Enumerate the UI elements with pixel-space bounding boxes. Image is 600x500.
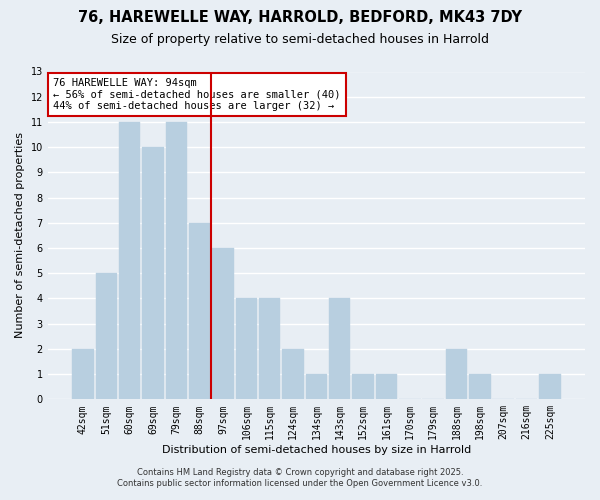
Bar (142, 147, 164, 400)
Bar (72, 349, 94, 400)
Bar (469, 374, 491, 400)
Bar (329, 298, 350, 400)
Bar (352, 374, 374, 400)
Bar (212, 248, 234, 400)
Bar (119, 122, 140, 400)
Bar (305, 374, 327, 400)
Bar (259, 298, 280, 400)
Bar (166, 122, 187, 400)
Bar (539, 374, 560, 400)
Bar (283, 349, 304, 400)
Y-axis label: Number of semi-detached properties: Number of semi-detached properties (15, 132, 25, 338)
Bar (376, 374, 397, 400)
Text: 76 HAREWELLE WAY: 94sqm
← 56% of semi-detached houses are smaller (40)
44% of se: 76 HAREWELLE WAY: 94sqm ← 56% of semi-de… (53, 78, 341, 112)
Bar (446, 349, 467, 400)
Bar (95, 273, 117, 400)
Bar (189, 223, 211, 400)
Text: 76, HAREWELLE WAY, HARROLD, BEDFORD, MK43 7DY: 76, HAREWELLE WAY, HARROLD, BEDFORD, MK4… (78, 10, 522, 25)
Text: Size of property relative to semi-detached houses in Harrold: Size of property relative to semi-detach… (111, 32, 489, 46)
Text: Contains HM Land Registry data © Crown copyright and database right 2025.
Contai: Contains HM Land Registry data © Crown c… (118, 468, 482, 487)
X-axis label: Distribution of semi-detached houses by size in Harrold: Distribution of semi-detached houses by … (162, 445, 471, 455)
Bar (236, 298, 257, 400)
